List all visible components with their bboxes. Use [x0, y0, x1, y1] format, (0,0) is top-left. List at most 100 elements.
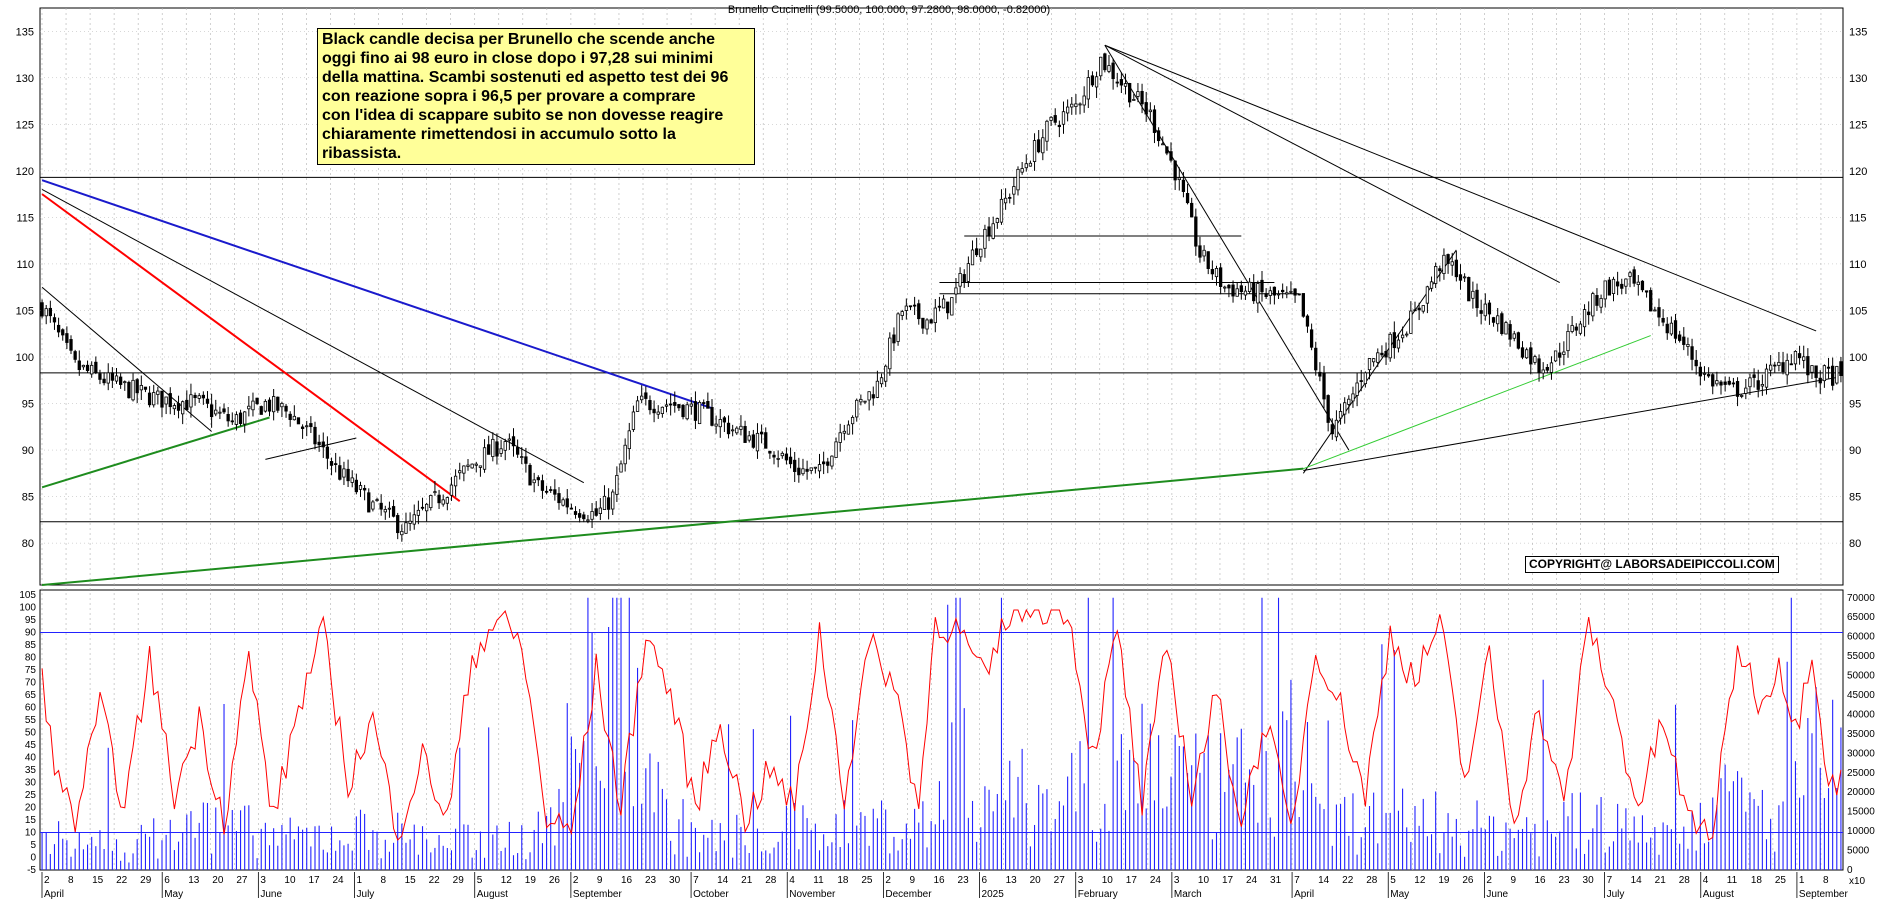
candle-black — [1615, 281, 1620, 287]
candle-white — [689, 403, 693, 407]
candle-black — [338, 465, 342, 480]
x-day-label: 17 — [1126, 875, 1138, 886]
candle-black — [209, 404, 214, 418]
candle-white — [1603, 280, 1607, 300]
candle-white — [1376, 352, 1380, 363]
candle-black — [420, 506, 425, 509]
candle-white — [685, 404, 689, 420]
candle-black — [1698, 366, 1702, 377]
candle-black — [1218, 267, 1223, 287]
candle-white — [1136, 91, 1140, 97]
candle-white — [1016, 168, 1020, 191]
candle-black — [98, 373, 102, 380]
x-day-label: 21 — [741, 875, 753, 886]
candle-black — [1057, 124, 1061, 128]
candle-white — [1045, 120, 1049, 142]
candle-white — [1549, 362, 1554, 373]
candle-black — [557, 493, 561, 504]
candle-white — [1082, 95, 1086, 106]
candle-white — [429, 495, 433, 509]
candle-black — [1537, 358, 1541, 373]
candle-white — [660, 406, 665, 414]
oscillator-tick: 90 — [25, 628, 37, 639]
candle-white — [1421, 305, 1425, 312]
x-day-label: 3 — [260, 875, 266, 886]
oscillator-tick: 25 — [25, 790, 37, 801]
candle-black — [1678, 334, 1682, 341]
candle-black — [946, 301, 950, 314]
candle-black — [362, 487, 367, 491]
candle-white — [1247, 281, 1252, 292]
candle-black — [1620, 283, 1624, 289]
candle-black — [1318, 371, 1322, 377]
candle-white — [1351, 393, 1355, 402]
candle-white — [1400, 334, 1405, 339]
candle-black — [1008, 196, 1012, 199]
candle-white — [1032, 140, 1037, 162]
candle-white — [425, 503, 429, 512]
candle-white — [561, 499, 565, 506]
candle-white — [904, 305, 908, 311]
candle-white — [371, 501, 375, 510]
candle-black — [722, 417, 727, 423]
x-day-label: 28 — [1366, 875, 1378, 886]
x-day-label: 24 — [1150, 875, 1162, 886]
price-tick-right: 135 — [1849, 26, 1867, 38]
trendline-black — [265, 437, 357, 460]
candle-black — [1756, 380, 1760, 390]
candle-black — [528, 464, 532, 486]
candle-black — [147, 392, 152, 406]
candle-black — [929, 319, 933, 324]
x-day-label: 15 — [92, 875, 104, 886]
candle-black — [193, 394, 197, 399]
x-day-label: 13 — [188, 875, 200, 886]
candle-white — [1363, 372, 1368, 385]
candle-white — [507, 438, 511, 441]
x-day-label: 20 — [212, 875, 224, 886]
candle-white — [445, 497, 449, 504]
candle-black — [784, 453, 789, 461]
candle-white — [863, 400, 867, 403]
candle-black — [1723, 381, 1727, 385]
candle-black — [1797, 353, 1802, 359]
x-day-label: 12 — [501, 875, 513, 886]
candle-black — [267, 399, 272, 412]
oscillator-tick: 15 — [25, 815, 37, 826]
candle-black — [1111, 62, 1115, 80]
candle-black — [1735, 381, 1740, 397]
candle-white — [776, 457, 780, 460]
price-tick-left: 135 — [16, 26, 34, 38]
candle-white — [855, 399, 859, 418]
candle-black — [110, 372, 115, 381]
candle-black — [1520, 347, 1525, 358]
x-day-label: 6 — [982, 875, 988, 886]
candle-white — [1553, 350, 1558, 362]
trendline-green — [41, 467, 1304, 586]
price-tick-right: 110 — [1849, 259, 1867, 271]
trendline-blue — [41, 179, 713, 410]
oscillator-tick: 75 — [25, 665, 37, 676]
candle-white — [263, 400, 268, 412]
candle-white — [879, 377, 884, 385]
candle-black — [1574, 326, 1578, 331]
candle-black — [1190, 202, 1194, 218]
candle-white — [1628, 272, 1632, 277]
candle-black — [1826, 366, 1831, 369]
candle-white — [1562, 351, 1566, 355]
candle-black — [1239, 285, 1243, 293]
candle-black — [743, 426, 747, 443]
x-day-label: 26 — [1462, 875, 1474, 886]
candle-black — [644, 392, 648, 399]
candle-black — [1417, 307, 1421, 311]
candle-white — [933, 307, 937, 324]
candle-black — [1380, 352, 1384, 356]
candle-white — [1235, 288, 1239, 297]
candle-black — [1264, 293, 1268, 297]
candle-white — [1372, 358, 1376, 363]
x-day-label: 18 — [837, 875, 849, 886]
candle-black — [1487, 302, 1492, 315]
x-month-label: June — [1486, 889, 1508, 900]
x-day-label: 1 — [357, 875, 363, 886]
oscillator-tick: 95 — [25, 615, 37, 626]
price-tick-left: 80 — [22, 538, 34, 550]
